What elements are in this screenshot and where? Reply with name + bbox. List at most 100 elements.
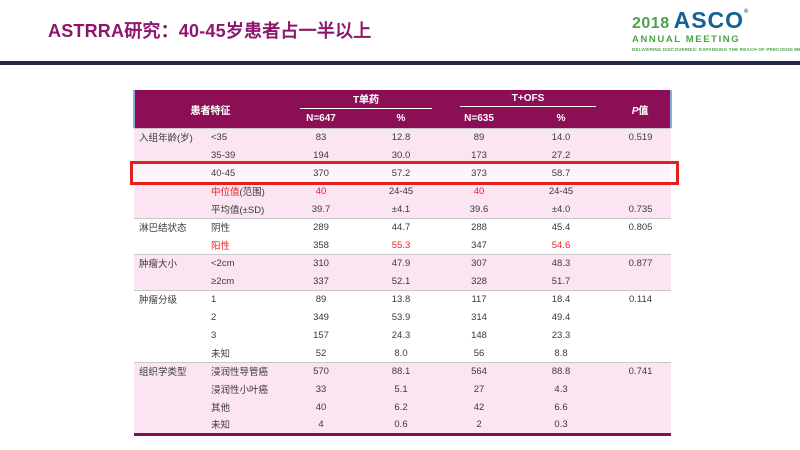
table-row: 阳性 358 55.3 347 54.6 (134, 236, 672, 254)
table-cell: 337 (286, 272, 356, 290)
table-cell: 4.3 (512, 380, 611, 398)
header-percent-2: % (512, 109, 611, 128)
table-cell: 314 (446, 308, 513, 326)
header-group-t-mono-label: T单药 (300, 91, 433, 109)
table-cell: 42 (446, 398, 513, 416)
table-cell: 6.2 (356, 398, 447, 416)
table-cell: 23.3 (512, 326, 611, 344)
table-cell: 40 (286, 398, 356, 416)
row-characteristic-label: 3 (206, 326, 286, 344)
table-cell (610, 236, 672, 254)
table-cell: 564 (446, 362, 513, 380)
header-row-subcolumns: N=647 % N=635 % (134, 109, 671, 128)
table-cell: 328 (446, 272, 513, 290)
row-group-label (134, 308, 206, 326)
table-cell (610, 308, 672, 326)
table-cell (610, 380, 672, 398)
table-row: 平均值(±SD) 39.7 ±4.1 39.6 ±4.0 0.735 (134, 200, 672, 218)
table-cell: 83 (286, 128, 356, 146)
logo-tagline: DELIVERING DISCOVERIES: EXPANDING THE RE… (632, 47, 800, 52)
row-group-label: 肿瘤分级 (134, 290, 206, 308)
table-cell: 45.4 (512, 218, 611, 236)
logo-org-name: ASCO® (673, 7, 750, 33)
table-cell: 14.0 (512, 128, 611, 146)
logo-org-text: ASCO (673, 7, 745, 33)
table-cell: 349 (286, 308, 356, 326)
row-group-label (134, 164, 206, 182)
header-n-647: N=647 (286, 109, 356, 128)
table-row: 其他 40 6.2 42 6.6 (134, 398, 672, 416)
row-group-label (134, 326, 206, 344)
table-cell: 194 (286, 146, 356, 164)
logo-year: 2018 (632, 15, 670, 32)
row-characteristic-label: 阳性 (206, 236, 286, 254)
header-p-italic: P (631, 105, 639, 117)
table-cell (610, 272, 672, 290)
header-p-rest: 值 (638, 105, 649, 117)
table-cell: 24-45 (356, 182, 447, 200)
table-cell: 0.3 (512, 416, 611, 434)
row-group-label (134, 182, 206, 200)
table-cell: 49.4 (512, 308, 611, 326)
table-cell: 53.9 (356, 308, 447, 326)
row-characteristic-label: 阴性 (206, 218, 286, 236)
table-cell: 44.7 (356, 218, 447, 236)
table-row: ≥2cm 337 52.1 328 51.7 (134, 272, 672, 290)
table-cell: 12.8 (356, 128, 447, 146)
table-cell: 52 (286, 344, 356, 362)
table-cell: 570 (286, 362, 356, 380)
table-cell (610, 398, 672, 416)
row-characteristic-label: 35-39 (206, 146, 286, 164)
table-row: 入组年龄(岁) <35 83 12.8 89 14.0 0.519 (134, 128, 672, 146)
row-group-label (134, 344, 206, 362)
table-cell: 0.6 (356, 416, 447, 434)
header-group-t-ofs-label: T+OFS (460, 93, 597, 107)
table-cell: 0.805 (610, 218, 672, 236)
table-row: 中位值(范围) 40 24-45 40 24-45 (134, 182, 672, 200)
header-n-635: N=635 (446, 109, 513, 128)
table-cell: 4 (286, 416, 356, 434)
table-cell (610, 416, 672, 434)
table-cell: 0.519 (610, 128, 672, 146)
table-cell: 24.3 (356, 326, 447, 344)
table-cell (610, 344, 672, 362)
table-cell: 39.7 (286, 200, 356, 218)
row-characteristic-label: 浸润性小叶癌 (206, 380, 286, 398)
table-cell: 89 (446, 128, 513, 146)
table-cell: 88.8 (512, 362, 611, 380)
table-cell: 117 (446, 290, 513, 308)
table-cell: 2 (446, 416, 513, 434)
table-row: 肿瘤大小 <2cm 310 47.9 307 48.3 0.877 (134, 254, 672, 272)
table-cell: 54.6 (512, 236, 611, 254)
row-group-label (134, 272, 206, 290)
table-cell: 8.0 (356, 344, 447, 362)
row-characteristic-label: <35 (206, 128, 286, 146)
logo-top-line: 2018 ASCO® (632, 7, 792, 33)
table-cell (610, 326, 672, 344)
row-characteristic-label: <2cm (206, 254, 286, 272)
table-cell: 30.0 (356, 146, 447, 164)
header-percent-1: % (356, 109, 447, 128)
row-characteristic-label: 浸润性导管癌 (206, 362, 286, 380)
table-cell: 6.6 (512, 398, 611, 416)
row-group-label: 淋巴结状态 (134, 218, 206, 236)
table-cell: 310 (286, 254, 356, 272)
table-cell: 307 (446, 254, 513, 272)
table-cell: 157 (286, 326, 356, 344)
table-cell: 58.7 (512, 164, 611, 182)
row-group-label (134, 380, 206, 398)
row-characteristic-label: 其他 (206, 398, 286, 416)
table-cell: 57.2 (356, 164, 447, 182)
registered-mark-icon: ® (744, 9, 750, 15)
table-cell: 39.6 (446, 200, 513, 218)
title-divider-line (0, 61, 800, 65)
table-cell: 33 (286, 380, 356, 398)
row-group-label: 肿瘤大小 (134, 254, 206, 272)
table-cell: 27 (446, 380, 513, 398)
asco-logo: 2018 ASCO® ANNUAL MEETING DELIVERING DIS… (632, 7, 800, 53)
row-group-label: 组织学类型 (134, 362, 206, 380)
table-cell (610, 146, 672, 164)
table-cell: 24-45 (512, 182, 611, 200)
table-cell: 370 (286, 164, 356, 182)
table-row: 组织学类型 浸润性导管癌 570 88.1 564 88.8 0.741 (134, 362, 672, 380)
